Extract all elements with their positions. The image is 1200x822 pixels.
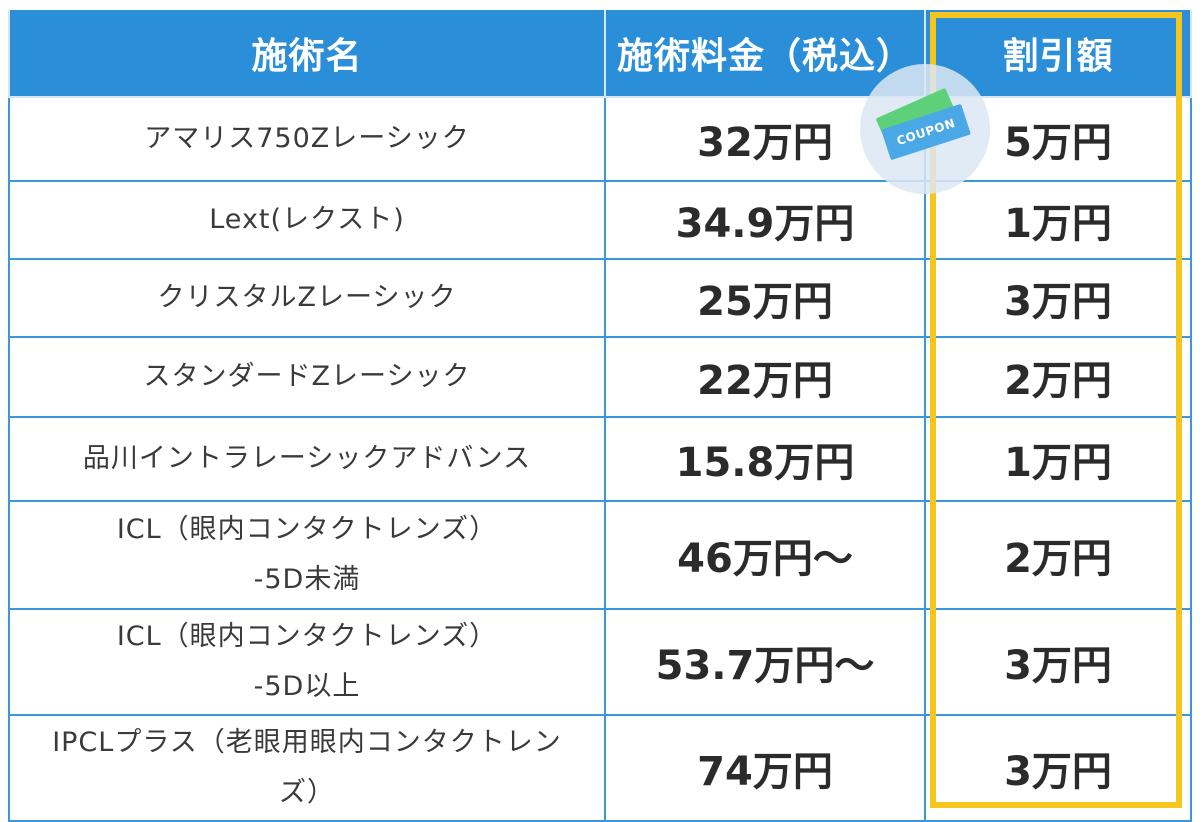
table-header-row: 施術名 施術料金（税込） 割引額 bbox=[8, 10, 1192, 98]
procedure-name-cell: スタンダードZレーシック bbox=[8, 336, 606, 418]
discount-amount-cell: 2万円 bbox=[924, 336, 1192, 418]
procedure-price-cell: 53.7万円〜 bbox=[604, 608, 926, 716]
discount-amount-cell: 2万円 bbox=[924, 500, 1192, 610]
procedure-name-cell: Lext(レクスト) bbox=[8, 180, 606, 260]
coupon-ticket-icon: COUPON bbox=[860, 64, 990, 194]
procedure-name: Lext(レクスト) bbox=[209, 204, 405, 235]
table-row: Lext(レクスト) 34.9万円 1万円 bbox=[8, 180, 1192, 260]
procedure-price-cell: 15.8万円 bbox=[604, 416, 926, 502]
procedure-price-cell: 34.9万円 bbox=[604, 180, 926, 260]
procedure-name-sub: ズ） bbox=[279, 777, 335, 808]
table-row: 品川イントラレーシックアドバンス 15.8万円 1万円 bbox=[8, 416, 1192, 502]
procedure-price-cell: 22万円 bbox=[604, 336, 926, 418]
procedure-name-cell: クリスタルZレーシック bbox=[8, 258, 606, 338]
procedure-name: ICL（眼内コンタクトレンズ） bbox=[116, 621, 498, 652]
pricing-table: 施術名 施術料金（税込） 割引額 アマリス750Zレーシック 32万円 5万円 … bbox=[8, 10, 1192, 822]
procedure-price-cell: 74万円 bbox=[604, 714, 926, 822]
discount-amount-cell: 1万円 bbox=[924, 180, 1192, 260]
table-row: IPCLプラス（老眼用眼内コンタクトレン ズ） 74万円 3万円 bbox=[8, 714, 1192, 822]
header-procedure-name: 施術名 bbox=[8, 10, 606, 98]
discount-amount-cell: 3万円 bbox=[924, 258, 1192, 338]
table-row: アマリス750Zレーシック 32万円 5万円 bbox=[8, 96, 1192, 182]
discount-amount-cell: 1万円 bbox=[924, 416, 1192, 502]
table-row: ICL（眼内コンタクトレンズ） -5D未満 46万円〜 2万円 bbox=[8, 500, 1192, 610]
procedure-name: 品川イントラレーシックアドバンス bbox=[82, 443, 532, 474]
table-row: スタンダードZレーシック 22万円 2万円 bbox=[8, 336, 1192, 418]
discount-amount-cell: 3万円 bbox=[924, 608, 1192, 716]
procedure-name-sub: -5D以上 bbox=[253, 671, 361, 702]
procedure-name: クリスタルZレーシック bbox=[157, 282, 457, 313]
table-row: クリスタルZレーシック 25万円 3万円 bbox=[8, 258, 1192, 338]
procedure-name-cell: ICL（眼内コンタクトレンズ） -5D未満 bbox=[8, 500, 606, 610]
header-procedure-price: 施術料金（税込） bbox=[604, 10, 926, 98]
procedure-name: アマリス750Zレーシック bbox=[144, 123, 470, 154]
table-row: ICL（眼内コンタクトレンズ） -5D以上 53.7万円〜 3万円 bbox=[8, 608, 1192, 716]
procedure-name: ICL（眼内コンタクトレンズ） bbox=[116, 514, 498, 545]
procedure-name-cell: アマリス750Zレーシック bbox=[8, 96, 606, 182]
discount-amount-cell: 3万円 bbox=[924, 714, 1192, 822]
procedure-name-cell: IPCLプラス（老眼用眼内コンタクトレン ズ） bbox=[8, 714, 606, 822]
procedure-name: スタンダードZレーシック bbox=[143, 361, 471, 392]
procedure-name-cell: ICL（眼内コンタクトレンズ） -5D以上 bbox=[8, 608, 606, 716]
procedure-name: IPCLプラス（老眼用眼内コンタクトレン bbox=[52, 727, 562, 758]
procedure-price-cell: 25万円 bbox=[604, 258, 926, 338]
procedure-price-cell: 46万円〜 bbox=[604, 500, 926, 610]
pricing-table-container: 施術名 施術料金（税込） 割引額 アマリス750Zレーシック 32万円 5万円 … bbox=[8, 10, 1192, 822]
procedure-name-cell: 品川イントラレーシックアドバンス bbox=[8, 416, 606, 502]
procedure-name-sub: -5D未満 bbox=[253, 564, 361, 595]
